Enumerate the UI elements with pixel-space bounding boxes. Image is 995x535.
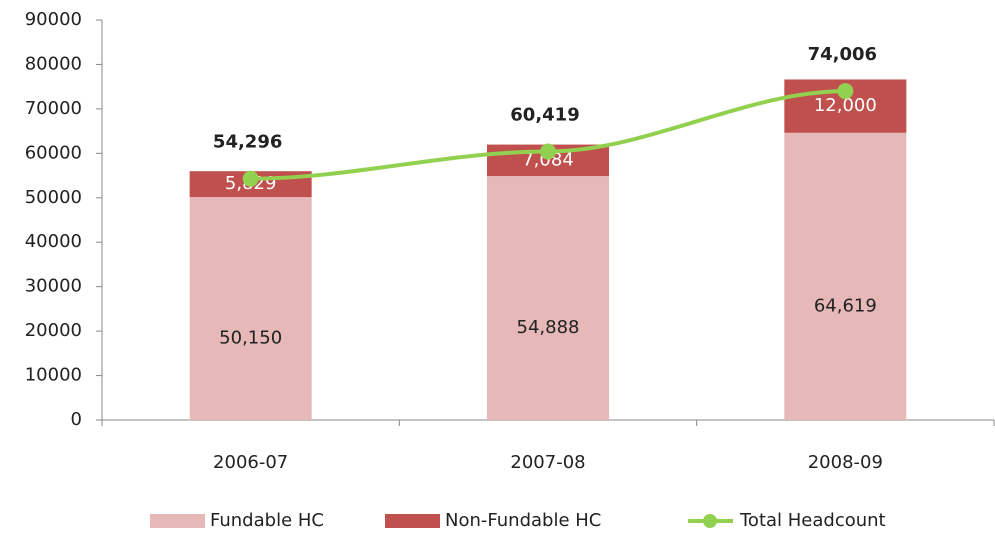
bar <box>487 176 609 420</box>
line-marker <box>242 170 259 187</box>
data-label: 54,296 <box>213 132 282 153</box>
y-tick-label: 60000 <box>25 142 82 163</box>
data-label: 74,006 <box>808 44 877 65</box>
data-label: 50,150 <box>219 328 282 349</box>
x-tick-label: 2006-07 <box>213 452 288 473</box>
x-tick-label: 2007-08 <box>510 452 585 473</box>
y-tick-label: 90000 <box>25 9 82 30</box>
bar <box>189 197 312 420</box>
y-tick-label: 10000 <box>25 365 82 386</box>
line-marker <box>837 83 854 100</box>
y-tick-label: 0 <box>71 409 82 430</box>
data-label: 7,084 <box>522 149 574 170</box>
data-label: 64,619 <box>814 295 877 316</box>
legend-label: Non-Fundable HC <box>445 510 601 531</box>
bar <box>784 132 907 420</box>
x-tick-label: 2008-09 <box>808 452 883 473</box>
legend-swatch <box>385 514 440 528</box>
line-marker <box>540 143 556 160</box>
y-tick-label: 20000 <box>25 320 82 341</box>
legend-label: Fundable HC <box>210 510 324 531</box>
y-tick-label: 40000 <box>25 231 82 252</box>
legend-swatch <box>150 514 205 528</box>
legend-swatch-marker <box>703 514 717 528</box>
y-tick-label: 50000 <box>25 187 82 208</box>
y-tick-label: 80000 <box>25 53 82 74</box>
legend-label: Total Headcount <box>739 510 886 531</box>
data-label: 54,888 <box>517 317 580 338</box>
data-label: 12,000 <box>814 95 877 116</box>
y-tick-label: 30000 <box>25 276 82 297</box>
data-label: 60,419 <box>510 104 579 125</box>
y-tick-label: 70000 <box>25 98 82 119</box>
